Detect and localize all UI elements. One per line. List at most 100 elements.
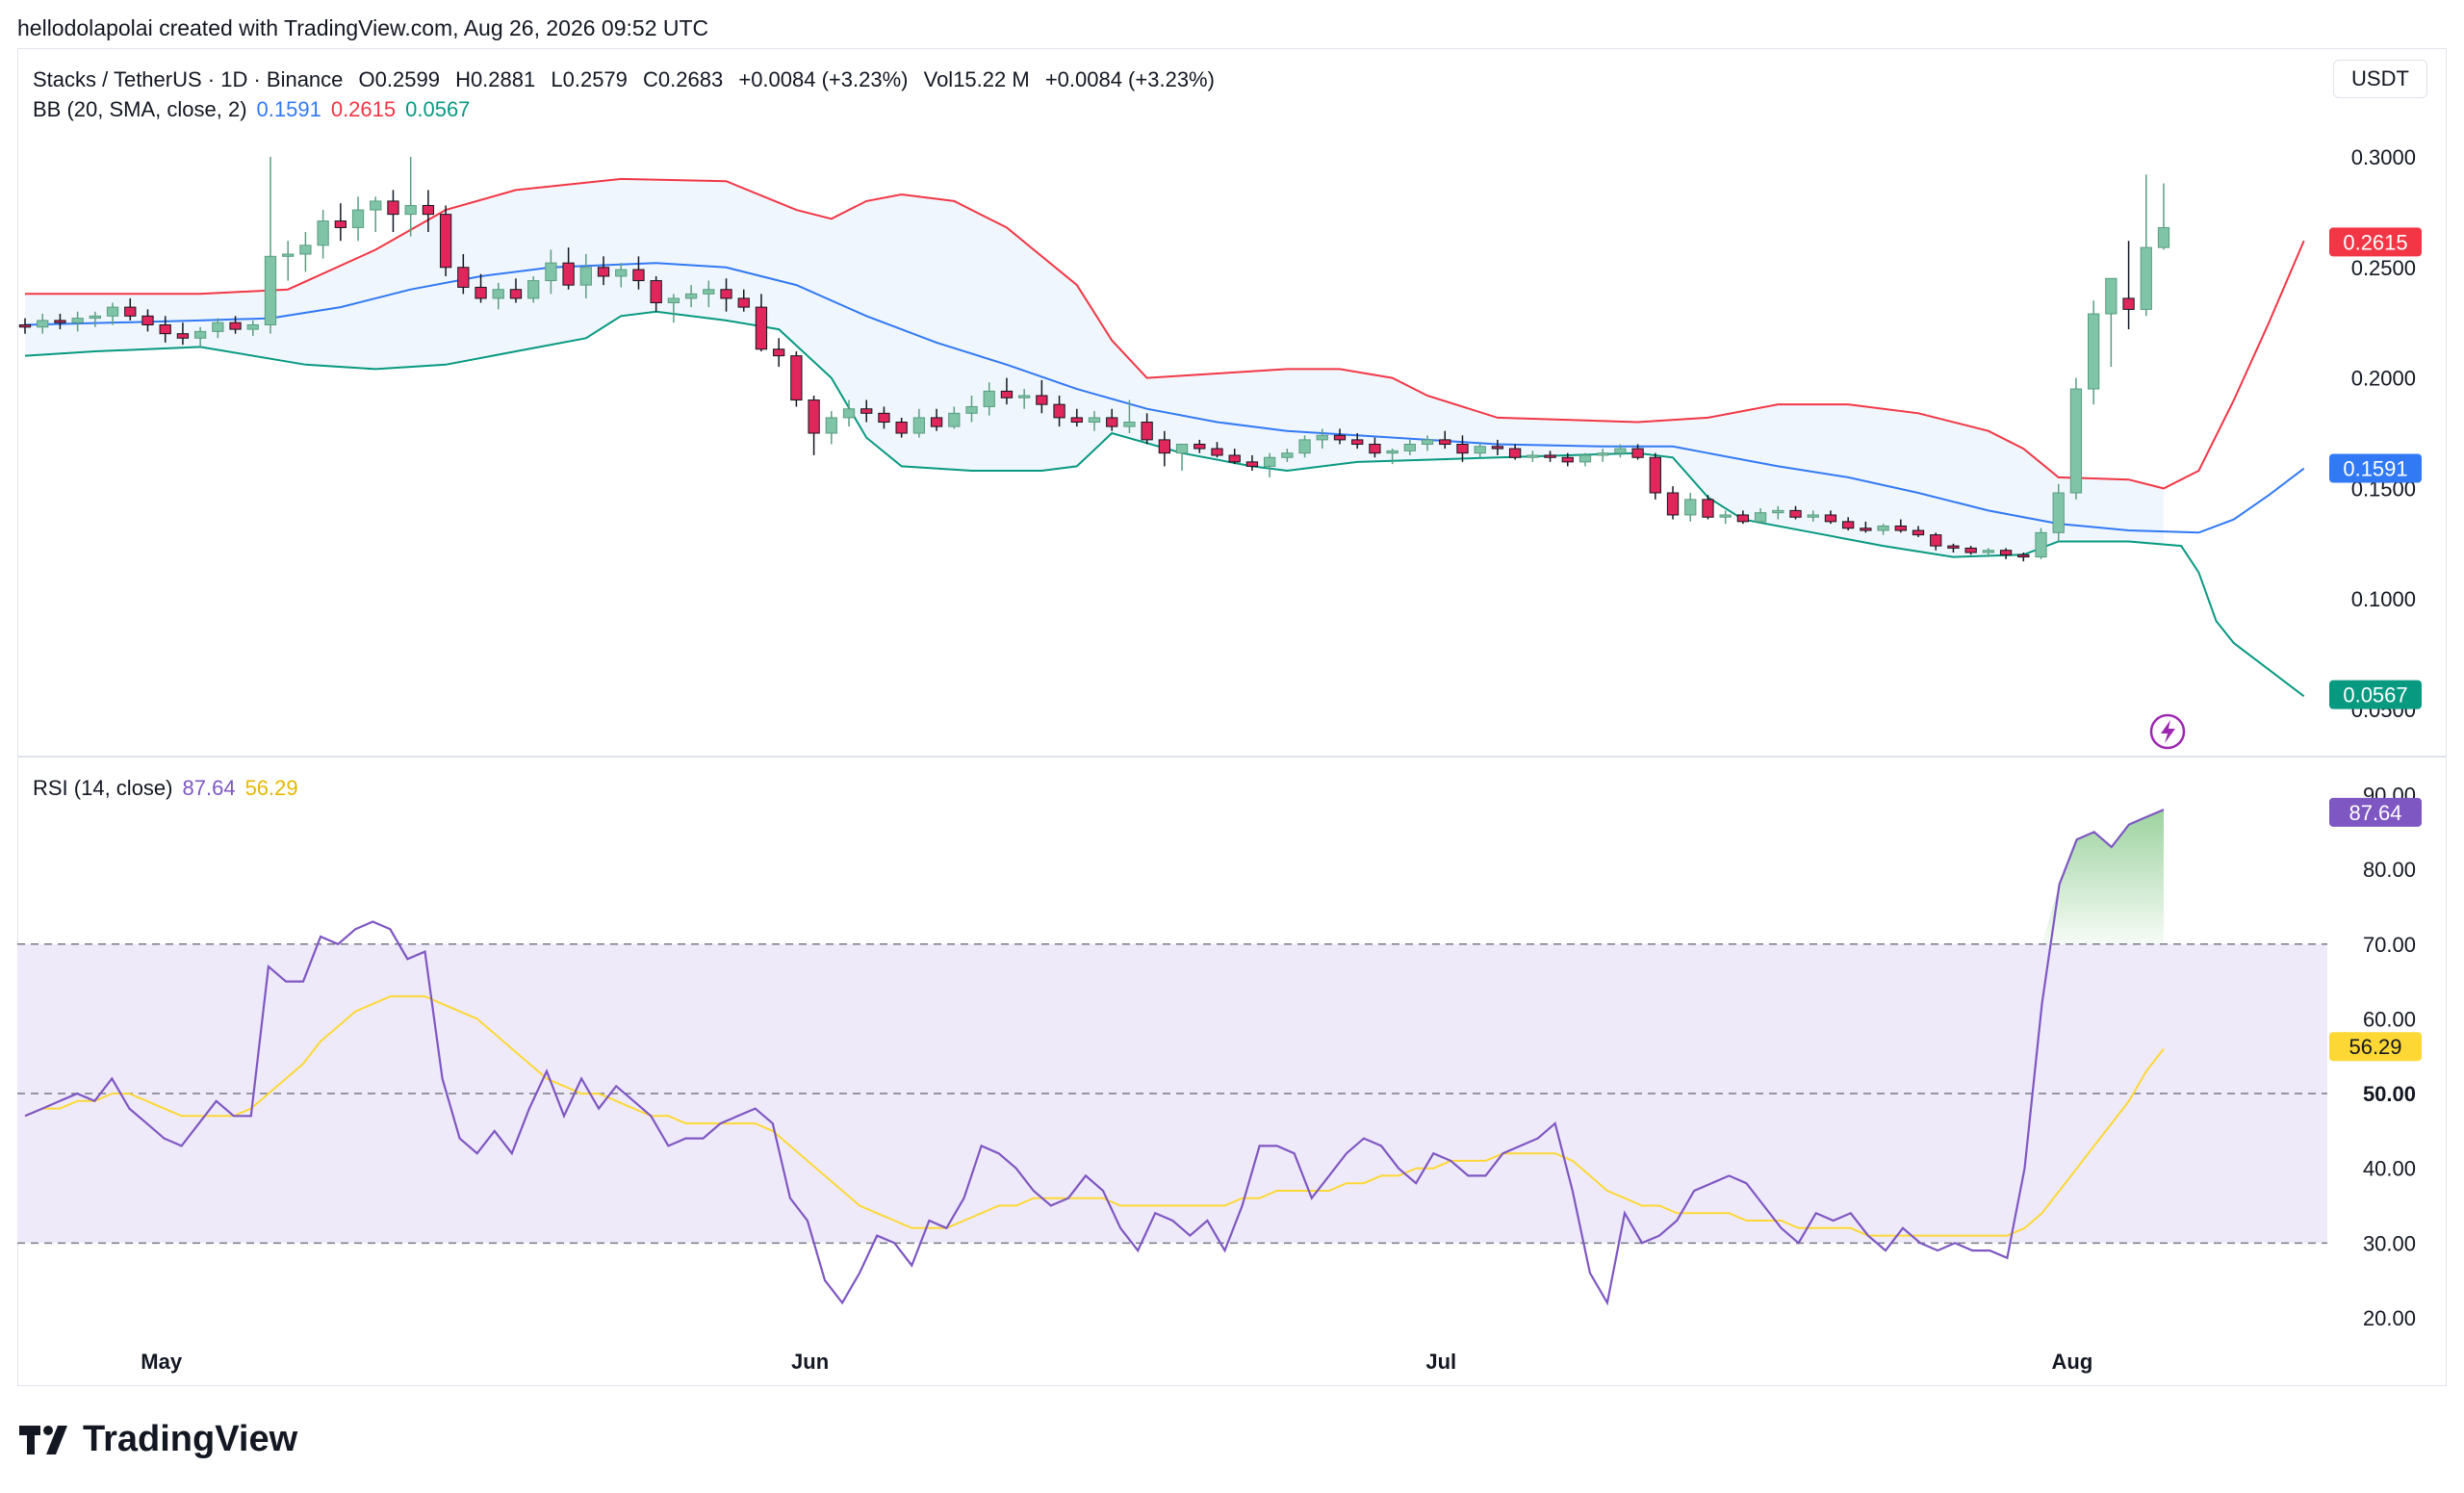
candle-body (1597, 452, 1609, 456)
month-label: Jun (791, 1350, 829, 1374)
candle-body (1702, 499, 1714, 518)
candle (650, 275, 662, 312)
candle-body (1719, 514, 1732, 518)
lower-price-tag-text: 0.0567 (2343, 683, 2407, 708)
candle-body (1877, 525, 1889, 531)
candle (1211, 442, 1223, 458)
basis-price-tag: 0.1591 (2329, 453, 2422, 483)
candle (439, 205, 452, 276)
candle (124, 297, 137, 321)
candle (755, 294, 768, 352)
candle-body (18, 323, 32, 328)
month-label: Aug (2052, 1350, 2093, 1374)
candle-body (1000, 390, 1014, 399)
change-value: +0.0084 (+3.23%) (738, 67, 909, 91)
candle (1000, 377, 1014, 405)
candle (1263, 452, 1276, 477)
candle-body (1281, 452, 1294, 458)
candle-body (878, 412, 890, 424)
candle (983, 382, 995, 416)
candle (1141, 413, 1153, 445)
rsi-legend[interactable]: RSI (14, close) 87.64 56.29 (33, 776, 308, 801)
candle (579, 254, 592, 298)
currency-button[interactable]: USDT (2333, 60, 2427, 98)
rsi-ma-value: 56.29 (244, 776, 298, 800)
candle-body (1684, 499, 1697, 516)
candle-body (317, 220, 329, 246)
price-tick-label: 0.1000 (2351, 587, 2416, 611)
candle-body (1194, 443, 1206, 450)
candle-body (1894, 525, 1907, 531)
candle-body (124, 306, 137, 317)
candle-body (2017, 553, 2030, 558)
candle-body (37, 320, 49, 328)
rsi-ma-value-tag-text: 56.29 (2348, 1035, 2401, 1059)
candle (2035, 528, 2047, 559)
candle (1106, 408, 1118, 431)
high-value: H0.2881 (455, 67, 536, 91)
candle-body (1070, 417, 1083, 424)
candle-body (1228, 454, 1241, 463)
candle (370, 196, 382, 233)
bb-legend[interactable]: BB (20, SMA, close, 2) 0.1591 0.2615 0.0567 (33, 97, 479, 122)
candle (2122, 241, 2135, 330)
candle (684, 285, 698, 308)
candle (545, 249, 557, 295)
candle-body (527, 280, 540, 299)
rsi-zone-fill (17, 943, 2327, 1244)
candle (1333, 428, 1347, 445)
candle (2052, 483, 2065, 542)
candle (1666, 486, 1680, 520)
candle-body (860, 408, 873, 414)
candle (720, 278, 732, 312)
volume-change-value: +0.0084 (+3.23%) (1044, 67, 1215, 91)
candle (790, 351, 803, 407)
candle-body (1088, 417, 1101, 424)
lightning-icon[interactable] (2149, 713, 2186, 750)
candle (842, 399, 856, 427)
candle (1719, 510, 1732, 525)
candle-body (264, 255, 277, 325)
candle-body (106, 306, 119, 317)
candle-body (1807, 514, 1819, 518)
candle-body (790, 355, 803, 401)
candle (2017, 553, 2030, 562)
price-tick-label: 0.2000 (2351, 367, 2416, 391)
candle (1947, 543, 1960, 553)
tradingview-logo-icon (19, 1425, 67, 1454)
candle (878, 406, 890, 429)
candle-body (457, 267, 470, 288)
rsi-tick-label: 40.00 (2363, 1157, 2416, 1181)
candle-body (684, 293, 698, 299)
candle (193, 326, 207, 348)
rsi-value-tag: 87.64 (2329, 797, 2422, 827)
rsi-overbought-fill (2041, 810, 2164, 944)
candle-body (212, 322, 224, 332)
candle-body (1561, 456, 1574, 463)
candle (1561, 452, 1574, 467)
candle (246, 320, 259, 336)
candle (860, 399, 873, 423)
candle (597, 256, 610, 286)
candle-body (1842, 521, 1855, 529)
candle-body (2157, 226, 2170, 248)
candle-body (1614, 448, 1627, 454)
candle (457, 254, 470, 295)
candle-body (422, 204, 435, 216)
candle-body (545, 262, 557, 282)
candle (299, 232, 312, 272)
candle (1245, 454, 1259, 472)
candle-body (492, 289, 504, 299)
rsi-value-tag-text: 87.64 (2348, 801, 2401, 825)
candle (422, 190, 435, 233)
rsi-ma-value-tag-bg (2329, 1032, 2422, 1062)
candle (562, 247, 575, 290)
tradingview-logo[interactable]: TradingView (19, 1419, 297, 1460)
candle (1736, 510, 1750, 525)
candle (264, 156, 277, 334)
candle (54, 314, 66, 330)
candle (1228, 449, 1241, 465)
candle (1789, 505, 1802, 520)
candle (1578, 452, 1592, 467)
